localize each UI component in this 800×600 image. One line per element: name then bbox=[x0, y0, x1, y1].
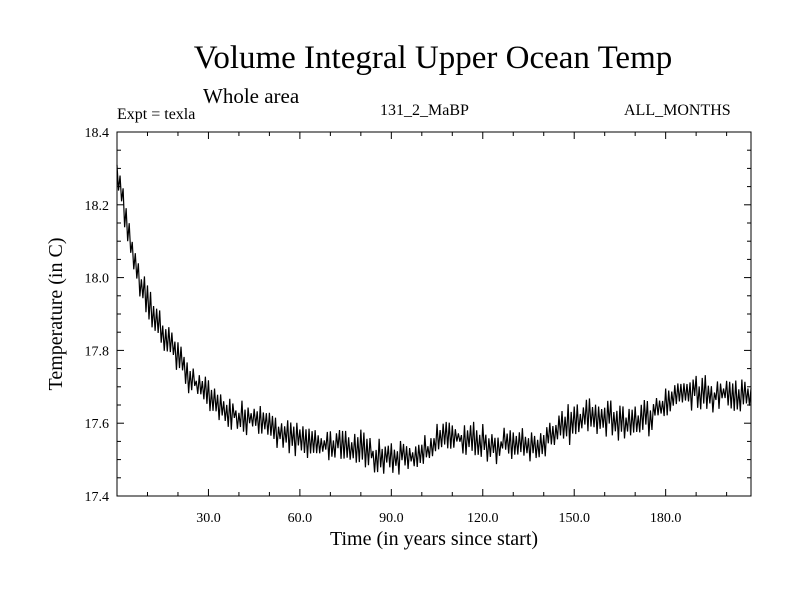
chart-title: Volume Integral Upper Ocean Temp bbox=[193, 40, 673, 76]
y-tick-label: 18.2 bbox=[85, 199, 110, 214]
y-tick-label: 18.0 bbox=[85, 272, 110, 287]
series-line-temperature bbox=[116, 164, 752, 475]
x-tick-label: 150.0 bbox=[558, 511, 590, 526]
x-tick-label: 30.0 bbox=[196, 511, 221, 526]
experiment-label: Expt = texla bbox=[117, 106, 196, 123]
y-tick-label: 17.8 bbox=[85, 344, 110, 359]
x-tick-label: 90.0 bbox=[379, 511, 404, 526]
chart-subtitle: Whole area bbox=[203, 84, 300, 108]
months-label: ALL_MONTHS bbox=[624, 102, 731, 119]
x-axis-label: Time (in years since start) bbox=[330, 528, 538, 550]
y-tick-label: 17.6 bbox=[85, 417, 110, 432]
x-tick-label: 60.0 bbox=[288, 511, 313, 526]
x-tick-label: 120.0 bbox=[467, 511, 499, 526]
y-tick-label: 17.4 bbox=[85, 490, 110, 505]
x-tick-label: 180.0 bbox=[650, 511, 682, 526]
run-id-label: 131_2_MaBP bbox=[380, 102, 469, 119]
y-axis-label: Temperature (in C) bbox=[45, 238, 67, 391]
y-tick-label: 18.4 bbox=[85, 126, 110, 141]
